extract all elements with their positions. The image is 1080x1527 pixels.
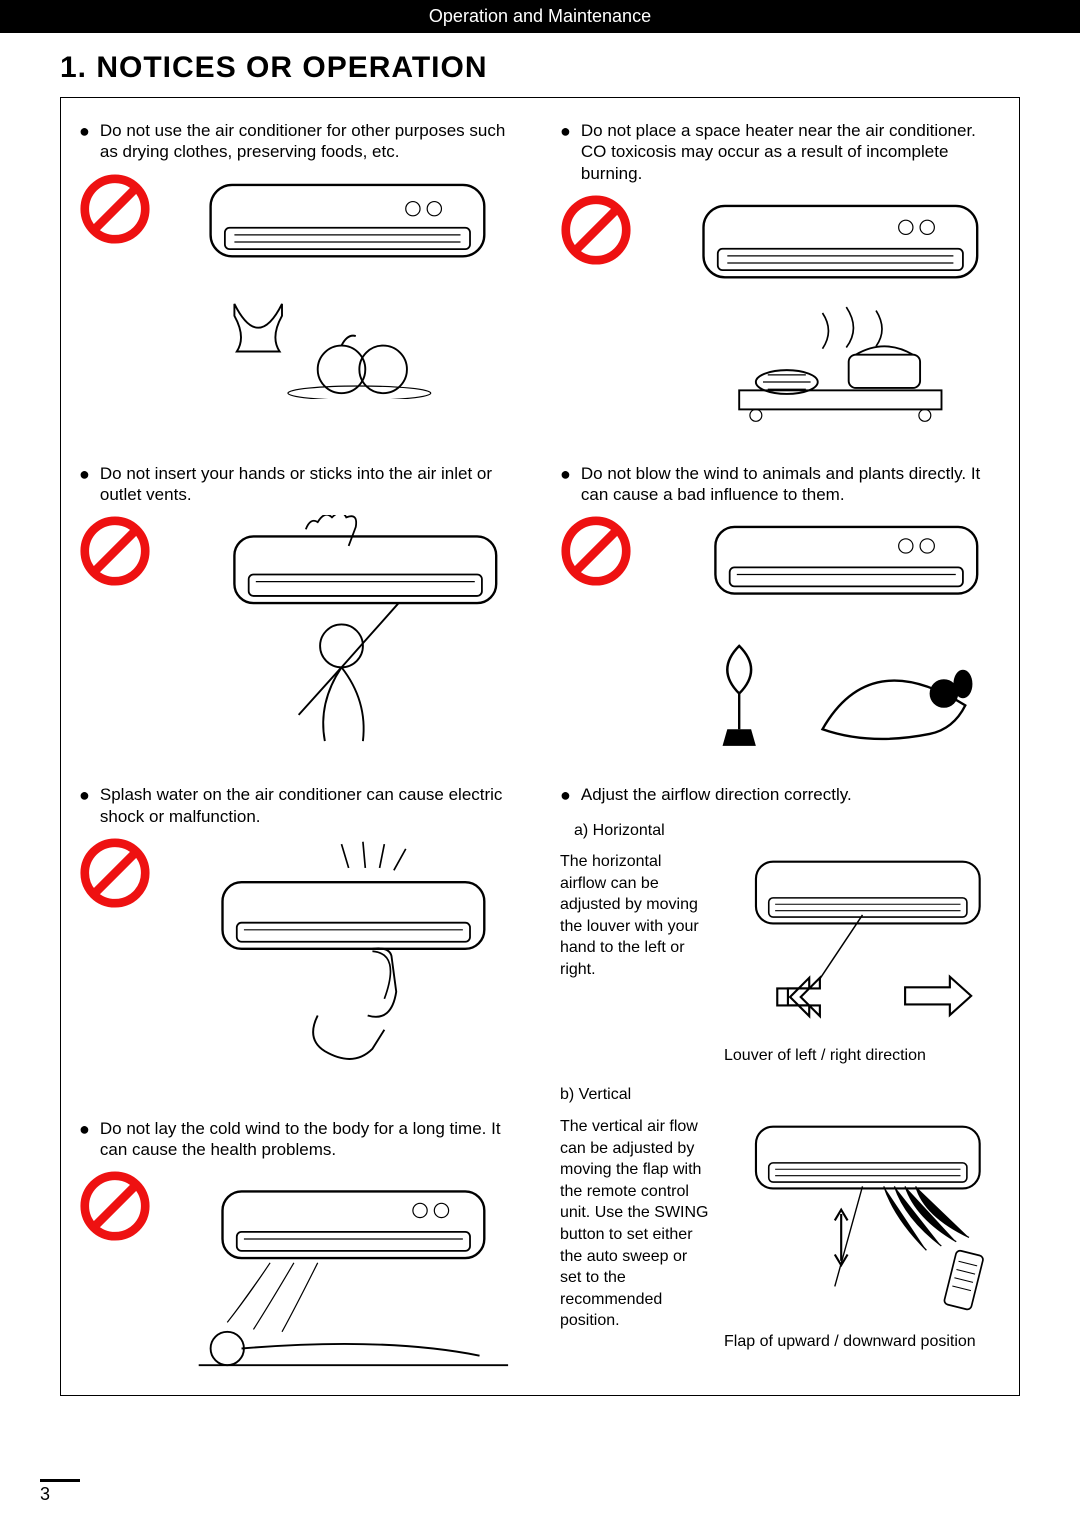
illustration-cold-wind-body xyxy=(163,1170,520,1377)
bullet-icon: ● xyxy=(79,465,90,483)
prohibit-icon xyxy=(560,515,632,587)
header-section-text: Operation and Maintenance xyxy=(429,6,651,26)
bullet-icon: ● xyxy=(79,786,90,804)
notice-text-7: Do not lay the cold wind to the body for… xyxy=(100,1118,520,1161)
notice-text-5: Splash water on the air conditioner can … xyxy=(100,784,520,827)
notice-cell-2: ● Do not place a space heater near the a… xyxy=(552,116,1009,445)
illustration-ac-food xyxy=(163,173,520,404)
notices-grid: ● Do not use the air conditioner for oth… xyxy=(60,97,1020,1396)
illustration-flap-vertical: Flap of upward / downward position xyxy=(724,1116,1001,1353)
notice-cell-7: ● Do not lay the cold wind to the body f… xyxy=(71,1114,528,1386)
notice-cell-6: ● Adjust the airflow direction correctly… xyxy=(552,780,1009,1385)
prohibit-icon xyxy=(560,194,632,266)
bullet-icon: ● xyxy=(79,122,90,140)
prohibit-icon xyxy=(79,515,151,587)
prohibit-icon xyxy=(79,837,151,909)
illustration-louver-horizontal: Louver of left / right direction xyxy=(724,851,1001,1066)
illustration-ac-heater xyxy=(644,194,1001,437)
prohibit-icon xyxy=(79,173,151,245)
notice-text-1: Do not use the air conditioner for other… xyxy=(100,120,520,163)
sub-label-horizontal: a) Horizontal xyxy=(574,820,1001,842)
notice-text-6: Adjust the airflow direction correctly. xyxy=(581,784,852,805)
illustration-hand-vents xyxy=(163,515,520,758)
sub-text-vertical: The vertical air flow can be adjusted by… xyxy=(560,1116,710,1332)
notice-cell-1: ● Do not use the air conditioner for oth… xyxy=(71,116,528,445)
notice-cell-4: ● Do not blow the wind to animals and pl… xyxy=(552,459,1009,767)
notice-cell-3: ● Do not insert your hands or sticks int… xyxy=(71,459,528,767)
sub-label-vertical: b) Vertical xyxy=(560,1084,1001,1106)
page-title: 1. NOTICES OR OPERATION xyxy=(0,33,1080,97)
sub-text-horizontal: The horizontal airflow can be adjusted b… xyxy=(560,851,710,981)
prohibit-icon xyxy=(79,1170,151,1242)
notice-cell-5: ● Splash water on the air conditioner ca… xyxy=(71,780,528,1099)
bullet-icon: ● xyxy=(79,1120,90,1138)
caption-vertical: Flap of upward / downward position xyxy=(724,1331,1001,1353)
bullet-icon: ● xyxy=(560,786,571,804)
header-bar: Operation and Maintenance xyxy=(0,0,1080,33)
notice-text-4: Do not blow the wind to animals and plan… xyxy=(581,463,1001,506)
bullet-icon: ● xyxy=(560,122,571,140)
notice-text-2: Do not place a space heater near the air… xyxy=(581,120,1001,184)
notice-text-3: Do not insert your hands or sticks into … xyxy=(100,463,520,506)
caption-horizontal: Louver of left / right direction xyxy=(724,1045,1001,1067)
page-number: 3 xyxy=(40,1479,80,1505)
bullet-icon: ● xyxy=(560,465,571,483)
illustration-splash-water xyxy=(163,837,520,1092)
illustration-animal-plant xyxy=(644,515,1001,758)
